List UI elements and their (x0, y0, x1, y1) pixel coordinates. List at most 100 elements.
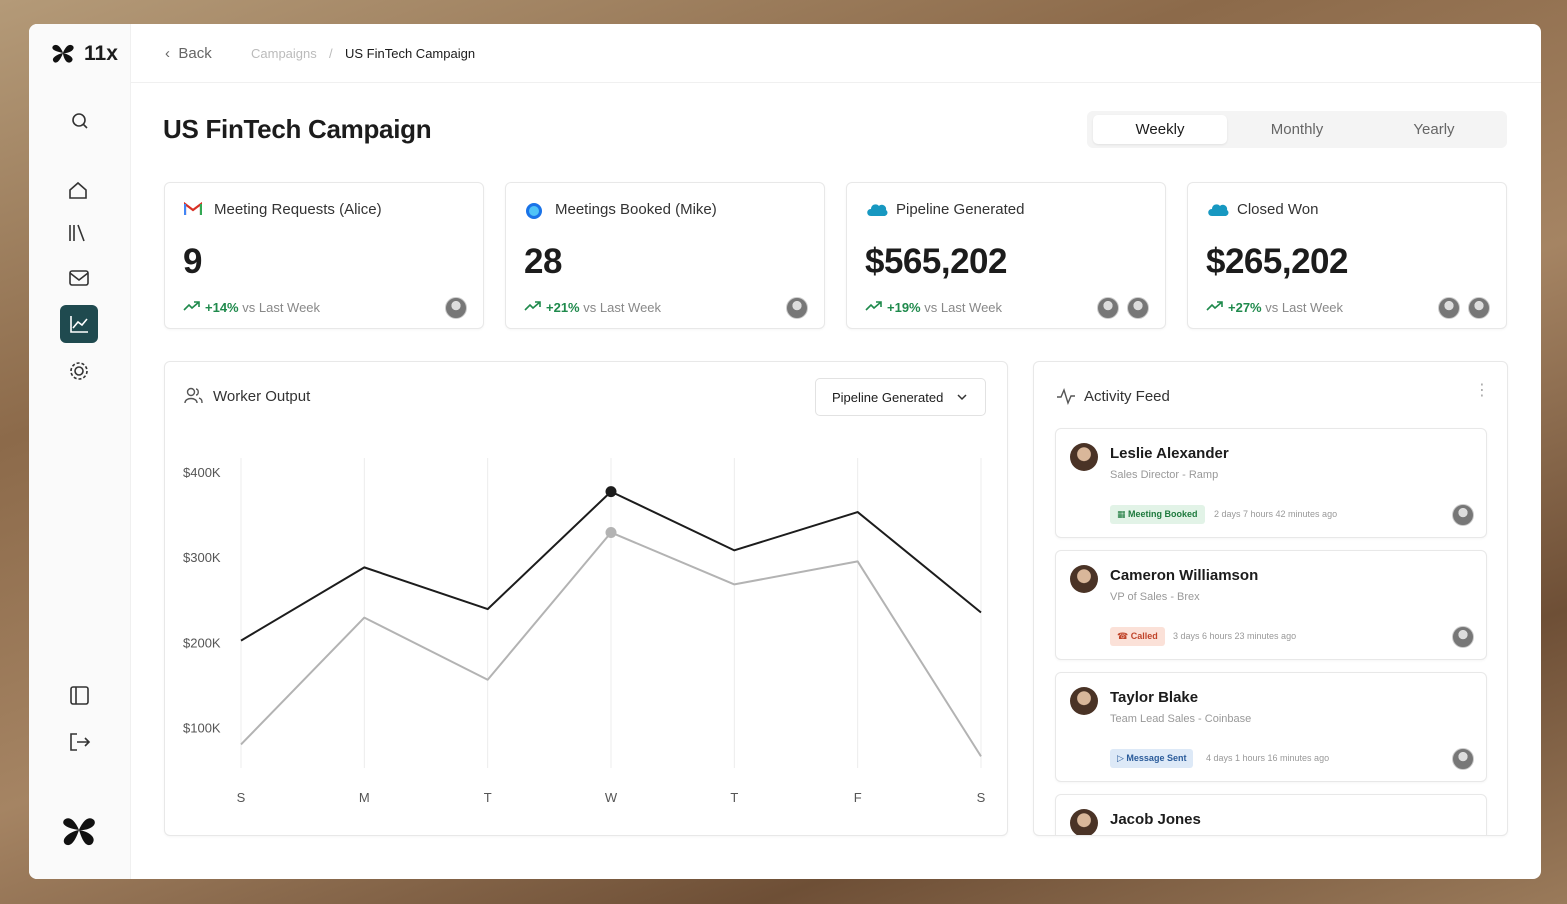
avatar (1452, 748, 1474, 770)
x-tick-label: M (359, 790, 370, 805)
contact-name: Cameron Williamson (1110, 567, 1259, 584)
nav-icons[interactable] (60, 105, 100, 395)
metric-comparison: vs Last Week (242, 300, 321, 315)
status-badge: ☎ Called (1110, 627, 1165, 646)
avatar (1468, 297, 1490, 319)
metric-card: Closed Won $265,202 +27% vs Last Week (1187, 182, 1507, 329)
metric-change: +14% (205, 300, 239, 315)
activity-time: 2 days 7 hours 42 minutes ago (1214, 509, 1338, 519)
y-tick-label: $200K (183, 635, 221, 650)
worker-output-panel (164, 361, 1008, 836)
feed-item[interactable]: Jacob Jones (1055, 794, 1487, 835)
metric-comparison: vs Last Week (583, 300, 662, 315)
metric-value: $265,202 (1206, 242, 1348, 281)
x-tick-label: F (854, 790, 862, 805)
nav-bottom-icons[interactable] (60, 684, 100, 756)
contact-photo (1070, 443, 1098, 471)
metric-change: +27% (1228, 300, 1262, 315)
breadcrumb-separator: / (329, 46, 333, 61)
metric-value: 28 (524, 242, 562, 281)
metric-card: Meetings Booked (Mike) 28 +21% vs Last W… (505, 182, 825, 329)
sidebar-logo (63, 818, 95, 846)
status-badge: ▷ Message Sent (1110, 749, 1194, 768)
brand-mark (52, 44, 74, 63)
avatar (1438, 297, 1460, 319)
status-label: Message Sent (1126, 753, 1187, 763)
metric-dropdown[interactable]: Pipeline Generated (815, 378, 986, 416)
source-icon (866, 202, 888, 223)
period-tab[interactable]: Monthly (1270, 121, 1324, 138)
metric-change: +19% (887, 300, 921, 315)
metric-trend: +27% vs Last Week (1228, 300, 1343, 315)
x-tick-label: W (605, 790, 618, 805)
contact-name: Leslie Alexander (1110, 445, 1229, 462)
trend-icon (524, 301, 541, 311)
workers-icon (184, 387, 203, 404)
contact-role: VP of Sales - Brex (1110, 591, 1200, 603)
x-tick-label: S (237, 790, 246, 805)
avatar (1452, 504, 1474, 526)
metric-trend: +19% vs Last Week (887, 300, 1002, 315)
metric-label: Meetings Booked (Mike) (555, 201, 717, 218)
header-divider (130, 82, 1541, 83)
avatar (1127, 297, 1149, 319)
feed-item[interactable]: Leslie Alexander Sales Director - Ramp ▦ M… (1055, 428, 1487, 538)
contact-photo (1070, 809, 1098, 835)
metric-comparison: vs Last Week (924, 300, 1003, 315)
sidebar (29, 24, 131, 879)
feed-item[interactable]: Cameron Williamson VP of Sales - Brex ☎ Ca… (1055, 550, 1487, 660)
avatar (445, 297, 467, 319)
metric-label: Closed Won (1237, 201, 1319, 218)
activity-time: 3 days 6 hours 23 minutes ago (1173, 631, 1297, 641)
metric-card: Meeting Requests (Alice) 9 +14% vs Last … (164, 182, 484, 329)
activity-icon (1057, 387, 1075, 405)
activity-time: 4 days 1 hours 16 minutes ago (1206, 753, 1330, 763)
contact-role: Sales Director - Ramp (1110, 469, 1219, 481)
trend-icon (183, 301, 200, 311)
metric-trend: +14% vs Last Week (205, 300, 320, 315)
period-tab[interactable]: Weekly (1093, 115, 1227, 144)
source-icon (525, 202, 543, 225)
x-tick-label: T (484, 790, 492, 805)
status-badge: ▦ Meeting Booked (1110, 505, 1205, 524)
x-tick-label: T (730, 790, 738, 805)
x-tick-label: S (977, 790, 986, 805)
page-title: US FinTech Campaign (163, 114, 432, 144)
metric-label: Pipeline Generated (896, 201, 1025, 218)
dropdown-chevron[interactable] (956, 392, 968, 402)
metric-value: $565,202 (865, 242, 1007, 281)
trend-icon (865, 301, 882, 311)
period-tab[interactable]: Yearly (1413, 121, 1455, 138)
metric-label: Meeting Requests (Alice) (214, 201, 382, 218)
highlight-point (605, 486, 617, 498)
back-label[interactable]: Back (178, 45, 212, 62)
avatar (1452, 626, 1474, 648)
source-icon (183, 201, 203, 221)
highlight-point (605, 526, 617, 538)
metric-card: Pipeline Generated $565,202 +19% vs Last… (846, 182, 1166, 329)
y-tick-label: $300K (183, 550, 221, 565)
back-button[interactable]: ‹ Back (165, 45, 212, 62)
avatar (786, 297, 808, 319)
panel-title: Worker Output (213, 388, 311, 405)
contact-photo (1070, 565, 1098, 593)
avatar (1097, 297, 1119, 319)
feed-item[interactable]: Taylor Blake Team Lead Sales - Coinbase ▷ … (1055, 672, 1487, 782)
metric-trend: +21% vs Last Week (546, 300, 661, 315)
panel-title: Activity Feed (1084, 388, 1170, 405)
breadcrumb-link[interactable]: Campaigns (251, 46, 317, 61)
activity-feed-panel: Activity Feed ⋮ Leslie Alexander Sales Di… (1033, 361, 1508, 836)
brand-name: 11x (84, 42, 118, 65)
y-tick-label: $400K (183, 465, 221, 480)
period-tabs: Weekly Monthly Yearly (1087, 111, 1507, 148)
metric-comparison: vs Last Week (1265, 300, 1344, 315)
trend-icon (1206, 301, 1223, 311)
contact-name: Jacob Jones (1110, 811, 1201, 828)
breadcrumb-current: US FinTech Campaign (345, 46, 476, 61)
y-tick-label: $100K (183, 720, 221, 735)
metric-value: 9 (183, 242, 202, 281)
dropdown-label[interactable]: Pipeline Generated (832, 390, 944, 405)
status-label: Called (1130, 631, 1158, 641)
